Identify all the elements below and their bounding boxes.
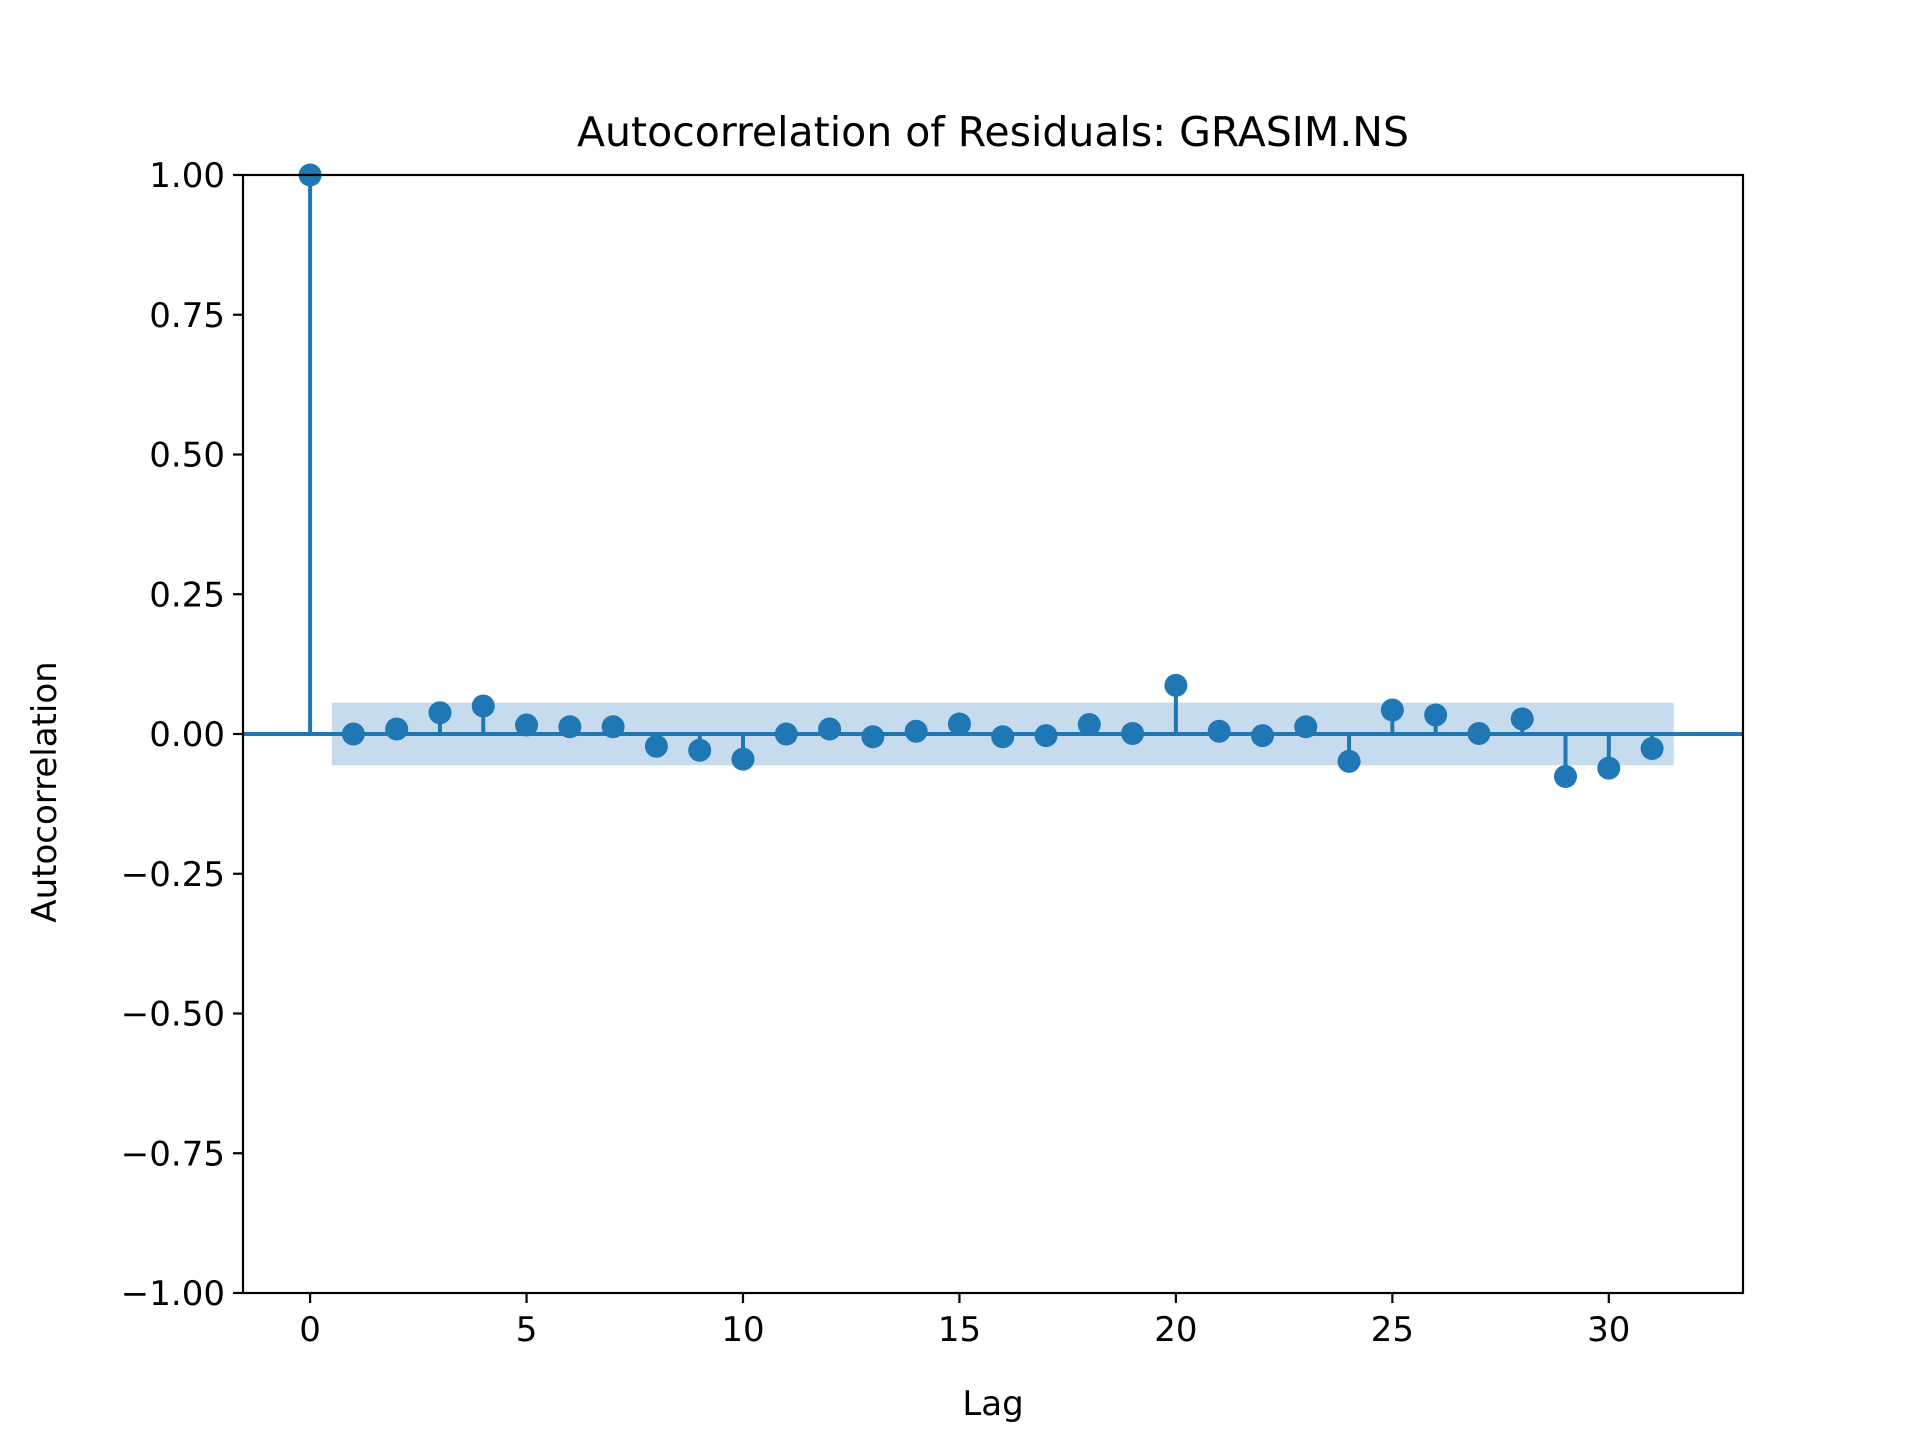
acf-point-lag-4 <box>471 694 495 718</box>
y-tick-label: −0.75 <box>121 1134 225 1174</box>
acf-point-lag-11 <box>774 722 798 746</box>
y-tick-label: 0.00 <box>149 715 225 755</box>
acf-point-lag-12 <box>818 717 842 741</box>
acf-point-lag-5 <box>515 713 539 737</box>
x-tick-label: 20 <box>1154 1310 1197 1350</box>
acf-point-lag-16 <box>991 725 1015 749</box>
acf-point-lag-15 <box>947 712 971 736</box>
chart-title: Autocorrelation of Residuals: GRASIM.NS <box>577 108 1409 156</box>
acf-point-lag-7 <box>601 715 625 739</box>
axes-layer: 0 5 10 15 20 25 30 1.00 0.75 0.50 0.25 0.00 −0.25 −0.… <box>121 156 1745 1350</box>
y-tick-label: 0.50 <box>149 436 225 476</box>
acf-point-lag-26 <box>1424 703 1448 727</box>
y-tick-label: −0.25 <box>121 855 225 895</box>
acf-point-lag-6 <box>558 715 582 739</box>
acf-point-lag-14 <box>904 719 928 743</box>
acf-point-lag-28 <box>1510 707 1534 731</box>
y-axis-label: Autocorrelation <box>25 661 65 922</box>
x-tick-label: 0 <box>299 1310 321 1350</box>
acf-point-lag-24 <box>1337 749 1361 773</box>
acf-point-lag-20 <box>1164 673 1188 697</box>
acf-point-lag-19 <box>1121 721 1145 745</box>
acf-point-lag-8 <box>644 734 668 758</box>
acf-point-lag-1 <box>341 722 365 746</box>
acf-point-lag-30 <box>1597 756 1621 780</box>
y-tick-label: 0.25 <box>149 575 225 615</box>
x-tick-label: 5 <box>516 1310 538 1350</box>
acf-point-lag-25 <box>1380 698 1404 722</box>
acf-point-lag-3 <box>428 701 452 725</box>
x-tick-label: 30 <box>1587 1310 1630 1350</box>
acf-point-lag-13 <box>861 725 885 749</box>
acf-point-lag-29 <box>1554 764 1578 788</box>
x-axis-label: Lag <box>962 1384 1023 1424</box>
y-tick-label: 0.75 <box>149 296 225 336</box>
y-tick-label: −0.50 <box>121 995 225 1035</box>
x-tick-label: 15 <box>938 1310 981 1350</box>
acf-point-lag-21 <box>1207 719 1231 743</box>
acf-point-lag-31 <box>1640 737 1664 761</box>
acf-point-lag-10 <box>731 747 755 771</box>
y-tick-label: −1.00 <box>121 1274 225 1314</box>
x-tick-label: 10 <box>721 1310 764 1350</box>
acf-point-lag-18 <box>1077 712 1101 736</box>
acf-point-lag-23 <box>1294 715 1318 739</box>
acf-point-lag-17 <box>1034 724 1058 748</box>
stem-layer <box>243 163 1743 788</box>
x-tick-label: 25 <box>1371 1310 1414 1350</box>
y-tick-label: 1.00 <box>149 156 225 196</box>
acf-point-lag-27 <box>1467 721 1491 745</box>
acf-point-lag-22 <box>1250 724 1274 748</box>
acf-point-lag-9 <box>688 738 712 762</box>
acf-point-lag-2 <box>385 717 409 741</box>
